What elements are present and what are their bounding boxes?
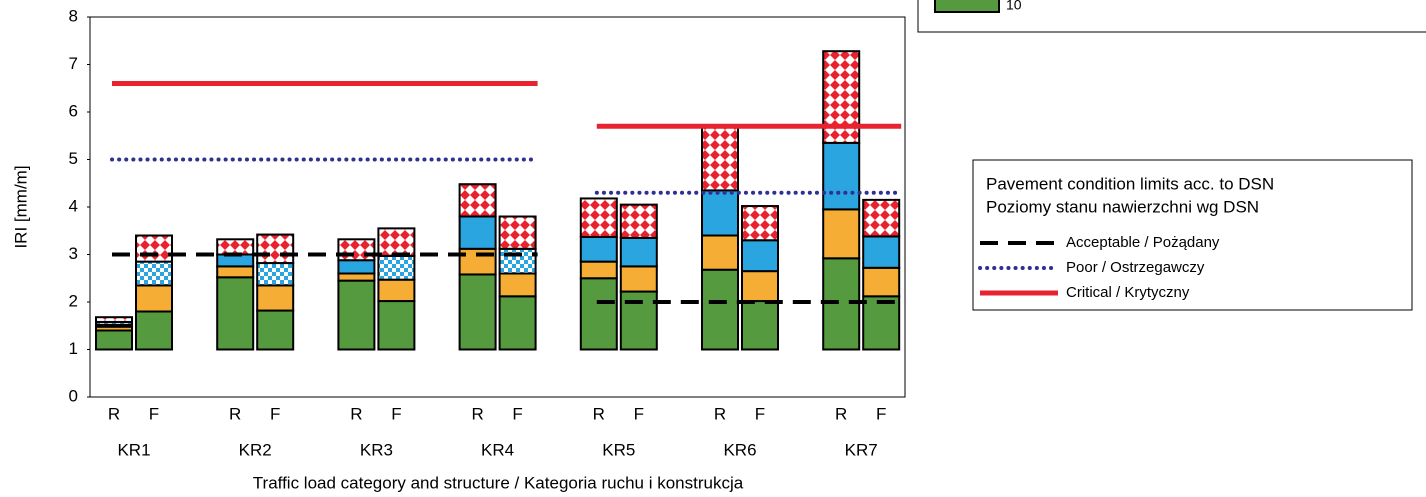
bar-segment: [498, 272, 537, 298]
x-tick-label: F: [391, 404, 401, 423]
bar-segment: [862, 266, 901, 298]
bar-segment: [135, 234, 173, 263]
bar-segment: [741, 300, 779, 351]
bar-segment: [337, 279, 376, 351]
bar-segment: [701, 189, 739, 237]
y-tick-label: 4: [69, 196, 78, 215]
y-tick-label: 1: [69, 339, 78, 358]
bar-segment: [862, 235, 901, 269]
x-tick-label: R: [593, 404, 605, 423]
y-tick-label: 0: [69, 386, 78, 405]
legend-label: 10: [1006, 0, 1022, 13]
bar-segment: [377, 254, 416, 281]
bar-segment: [498, 295, 537, 351]
group-label: KR3: [360, 440, 393, 459]
x-tick-label: R: [108, 404, 120, 423]
bar-segment: [458, 273, 497, 351]
bar-segment: [579, 277, 618, 351]
limits-legend: [972, 159, 1413, 311]
bar-segment: [337, 259, 376, 275]
group-label: KR7: [845, 440, 878, 459]
bar-segment: [579, 197, 618, 238]
bar-segment: [862, 198, 901, 238]
bar-segment: [216, 265, 255, 279]
series-legend: [917, 0, 1426, 33]
group-label: KR6: [723, 440, 756, 459]
group-label: KR2: [239, 440, 272, 459]
bar-segment: [256, 309, 295, 351]
bar-segment: [741, 239, 779, 273]
bar-segment: [822, 208, 861, 260]
bar-segment: [458, 183, 497, 218]
x-tick-label: R: [835, 404, 847, 423]
x-tick-label: R: [714, 404, 726, 423]
legend-title: Poziomy stanu nawierzchni wg DSN: [986, 197, 1259, 216]
legend-label: Critical / Krytyczny: [1066, 284, 1190, 301]
y-tick-label: 2: [69, 291, 78, 310]
y-tick-label: 6: [69, 101, 78, 120]
plot-area: [89, 16, 906, 398]
bar-segment: [216, 238, 255, 256]
bar-segment: [377, 278, 416, 303]
bar-segment: [822, 50, 861, 144]
x-tick-label: F: [876, 404, 886, 423]
y-tick-label: 7: [69, 54, 78, 73]
y-tick-label: 5: [69, 149, 78, 168]
bar-segment: [95, 329, 133, 351]
y-axis-title: IRI [mm/m]: [11, 165, 30, 248]
x-tick-label: R: [350, 404, 362, 423]
x-tick-label: F: [634, 404, 644, 423]
legend-label: Poor / Ostrzegawczy: [1066, 259, 1205, 276]
y-tick-label: 8: [69, 6, 78, 25]
bar-segment: [741, 270, 779, 303]
bar-segment: [377, 227, 416, 257]
legend-title: Pavement condition limits acc. to DSN: [986, 174, 1274, 193]
bar-segment: [135, 284, 173, 313]
bar-segment: [701, 124, 739, 192]
x-tick-label: F: [270, 404, 280, 423]
bar-segment: [337, 272, 376, 282]
x-tick-label: F: [512, 404, 522, 423]
bar-segment: [135, 310, 173, 351]
bar-segment: [619, 203, 658, 239]
bar-segment: [741, 205, 779, 242]
y-tick-label: 3: [69, 244, 78, 263]
group-label: KR1: [117, 440, 150, 459]
bar-segment: [95, 316, 133, 323]
bar-segment: [619, 236, 658, 268]
bar-segment: [377, 300, 416, 351]
legend-label: Acceptable / Pożądany: [1066, 234, 1220, 251]
bar-segment: [498, 215, 537, 250]
bar-segment: [216, 276, 255, 351]
bar-segment: [256, 284, 295, 312]
bar-segment: [458, 215, 497, 250]
bar-segment: [701, 234, 739, 271]
x-axis-title: Traffic load category and structure / Ka…: [253, 473, 744, 492]
bar-segment: [701, 268, 739, 351]
group-label: KR5: [602, 440, 635, 459]
group-label: KR4: [481, 440, 514, 459]
legend-swatch: [934, 0, 1000, 13]
bar-segment: [822, 141, 861, 211]
bar-segment: [135, 260, 173, 287]
x-tick-label: F: [755, 404, 765, 423]
bar-segment: [579, 260, 618, 280]
bar-segment: [337, 238, 376, 262]
bar-segment: [579, 235, 618, 263]
x-tick-label: R: [471, 404, 483, 423]
x-tick-label: F: [149, 404, 159, 423]
bar-segment: [862, 295, 901, 351]
x-tick-label: R: [229, 404, 241, 423]
bar-segment: [256, 233, 295, 265]
bar-segment: [256, 262, 295, 287]
bar-segment: [619, 265, 658, 293]
